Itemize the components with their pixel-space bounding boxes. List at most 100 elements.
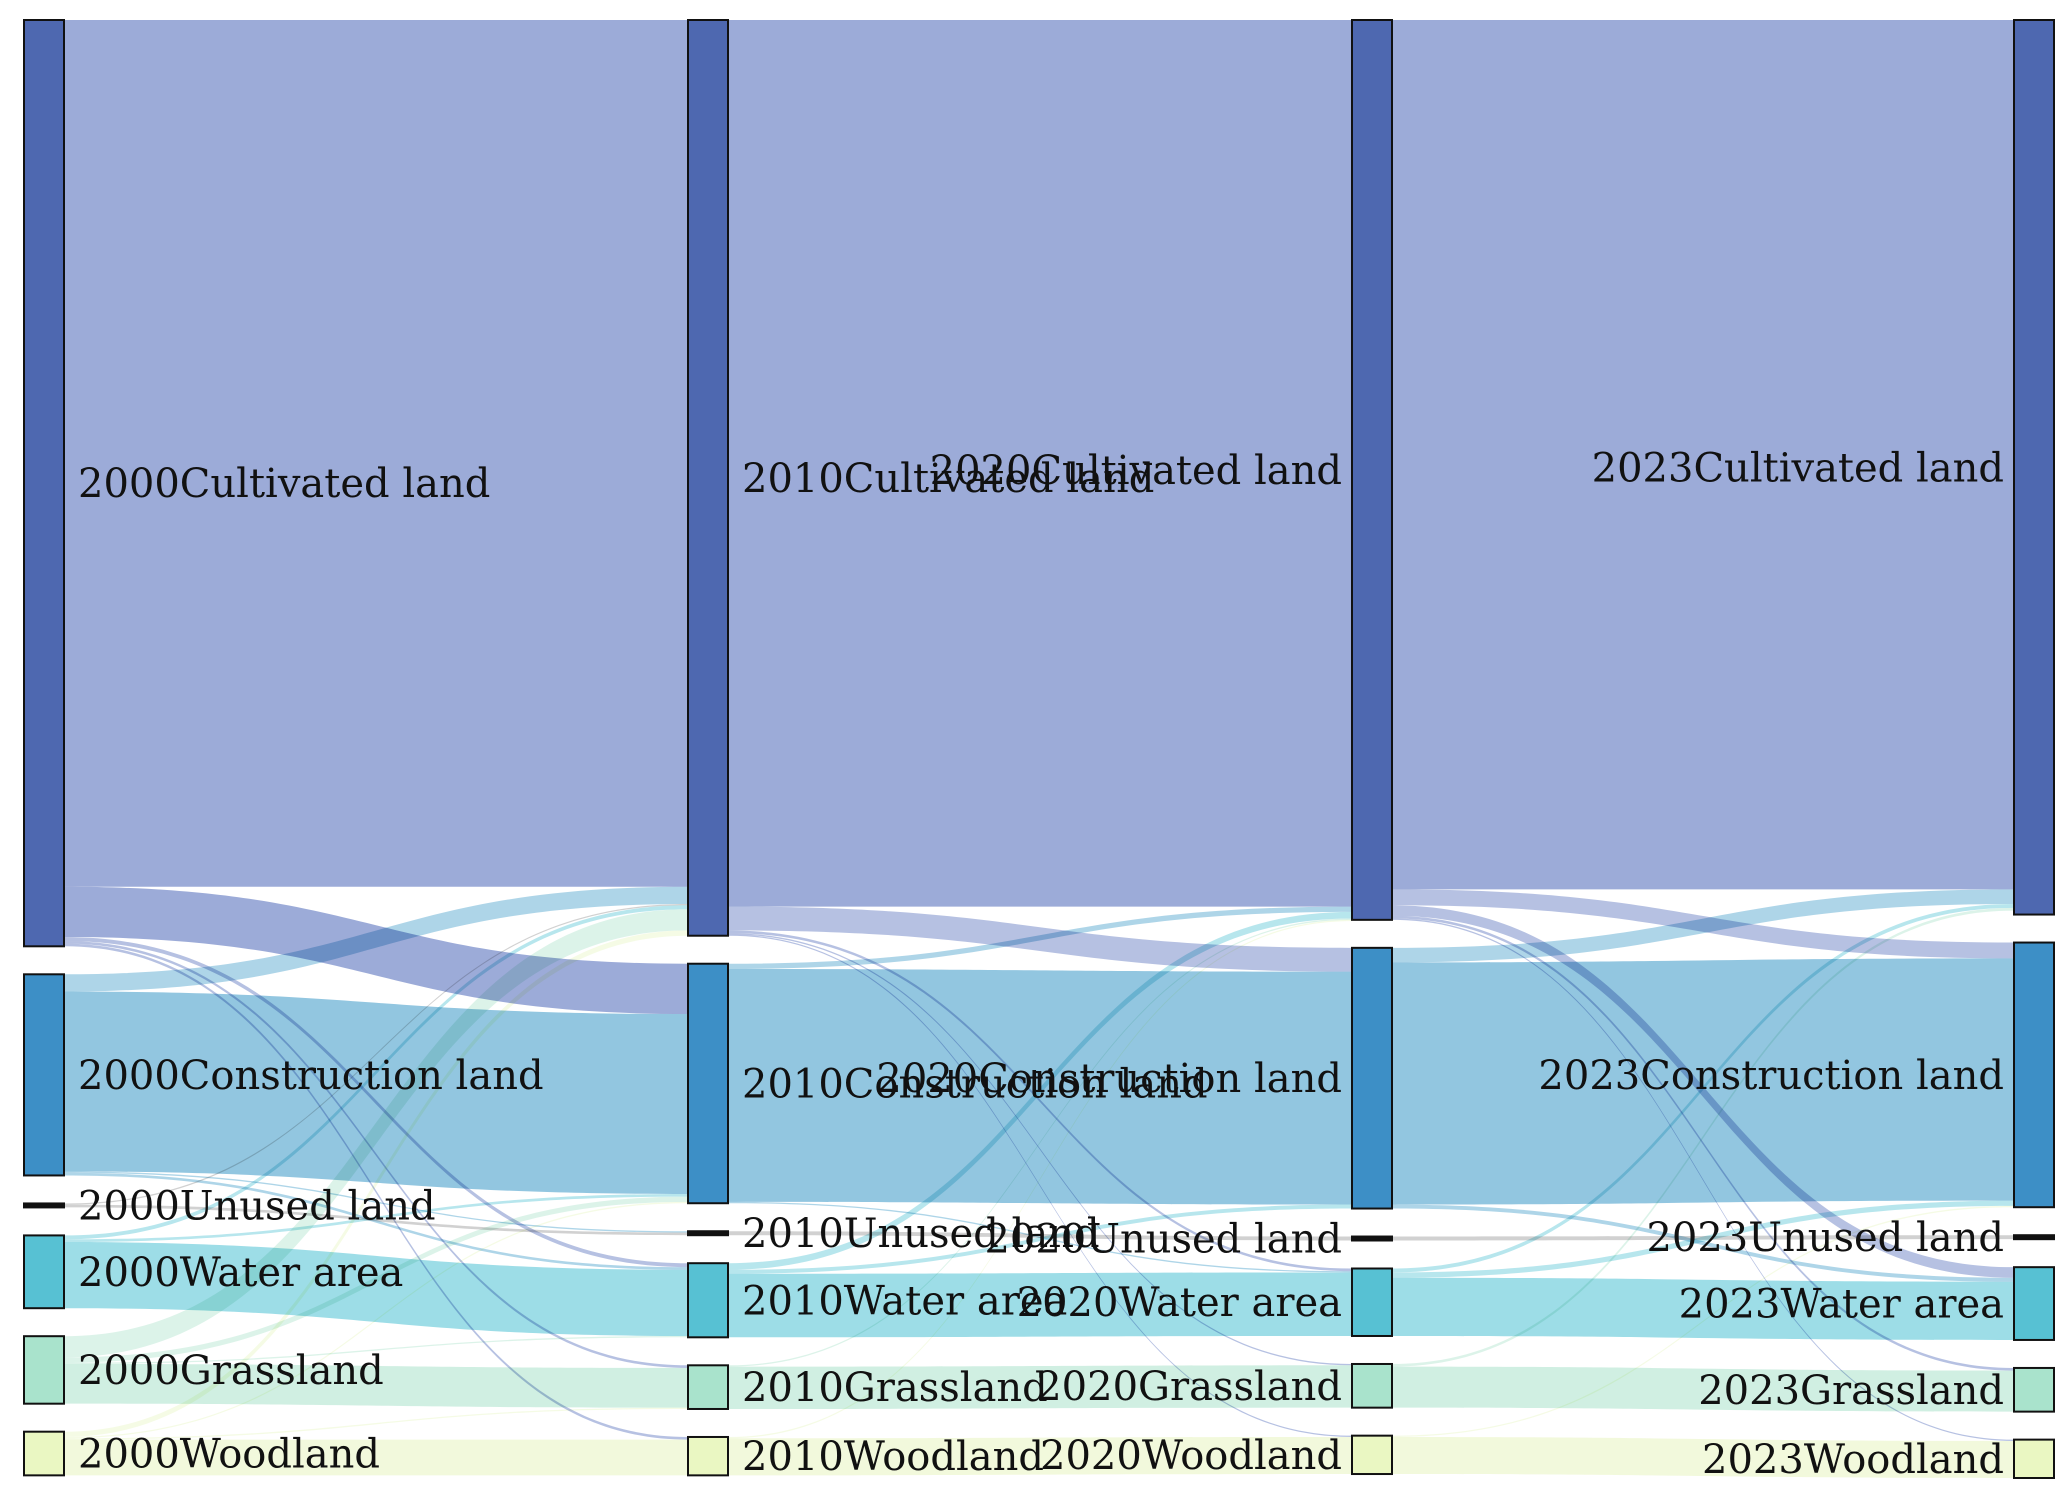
node-2000grassland — [23, 1335, 65, 1405]
link-2010water-area-to-2020cultivated-land — [728, 911, 1352, 1270]
link-2000unused-land-to-2010unused-land — [64, 1204, 688, 1236]
node-2023grassland — [2013, 1366, 2055, 1413]
link-2000water-area-to-2010construction-land — [64, 1193, 688, 1243]
link-2020construction-land-to-2023water-area — [1392, 1204, 2014, 1282]
labels-layer: 2000Cultivated land 2000Construction land… — [78, 445, 2004, 1483]
link-2020unused-land-to-2023unused-land — [1392, 1235, 2014, 1241]
label-2010construction-land: 2010Construction land — [742, 1061, 1208, 1107]
link-2020woodland-to-2023woodland — [1392, 1436, 2014, 1478]
link-2020cultivated-land-to-2023woodland — [1392, 918, 2014, 1441]
link-2010construction-land-to-2020cultivated-land — [728, 906, 1352, 970]
link-2000unused-land-to-2010cultivated-land — [64, 903, 688, 1205]
link-2000woodland-to-2010cultivated-land — [64, 930, 688, 1437]
link-2000water-area-to-2010water-area — [64, 1242, 688, 1336]
label-2020woodland: 2020Woodland — [1040, 1433, 1342, 1479]
link-2010cultivated-land-to-2020grassland — [728, 933, 1352, 1366]
label-2010water-area: 2010Water area — [742, 1278, 1067, 1324]
node-2010construction-land — [687, 962, 729, 1205]
label-2010grassland: 2010Grassland — [742, 1365, 1048, 1411]
link-2010water-area-to-2020water-area — [728, 1272, 1352, 1338]
link-2010water-area-to-2020construction-land — [728, 1204, 1352, 1274]
label-2023grassland: 2023Grassland — [1698, 1368, 2004, 1414]
link-2020water-area-to-2023water-area — [1392, 1277, 2014, 1340]
link-2010construction-land-to-2020water-area — [728, 1201, 1352, 1273]
link-2000construction-land-to-2010construction-land — [64, 991, 688, 1194]
link-2020construction-land-to-2023construction-land — [1392, 958, 2014, 1205]
label-2020unused-land: 2020Unused land — [984, 1217, 1342, 1263]
node-2023cultivated-land — [2013, 19, 2055, 916]
link-2000construction-land-to-2010water-area — [64, 1172, 688, 1270]
link-2010grassland-to-2020grassland — [728, 1365, 1352, 1409]
label-2020construction-land: 2020Construction land — [876, 1056, 1342, 1102]
node-2020cultivated-land — [1351, 19, 1393, 921]
node-2010cultivated-land — [687, 19, 729, 937]
node-2000woodland — [23, 1430, 65, 1477]
node-2000construction-land — [23, 973, 65, 1177]
node-2010woodland — [687, 1435, 729, 1477]
label-2023woodland: 2023Woodland — [1702, 1437, 2004, 1483]
link-2000cultivated-land-to-2010woodland — [64, 943, 688, 1440]
node-2023water-area — [2013, 1266, 2055, 1341]
node-2000cultivated-land — [23, 19, 65, 948]
label-2020grassland: 2020Grassland — [1036, 1364, 1342, 1410]
link-2000grassland-to-2010cultivated-land — [64, 909, 688, 1358]
link-2020cultivated-land-to-2023grassland — [1392, 915, 2014, 1371]
label-2023cultivated-land: 2023Cultivated land — [1592, 445, 2004, 491]
label-2000grassland: 2000Grassland — [78, 1348, 384, 1394]
label-2000water-area: 2000Water area — [78, 1250, 403, 1296]
node-2000unused-land — [23, 1202, 65, 1209]
label-2020water-area: 2020Water area — [1017, 1280, 1342, 1326]
label-2023construction-land: 2023Construction land — [1538, 1053, 2004, 1099]
link-2010woodland-to-2020cultivated-land — [728, 919, 1352, 1439]
link-2010unused-land-to-2020unused-land — [728, 1231, 1352, 1241]
link-2010woodland-to-2020woodland — [728, 1436, 1352, 1476]
node-2000water-area — [23, 1234, 65, 1310]
links-layer — [64, 20, 2014, 1478]
nodes-layer — [23, 19, 2055, 1480]
link-2010cultivated-land-to-2020cultivated-land — [728, 20, 1352, 907]
node-2020woodland — [1351, 1434, 1393, 1476]
link-2010construction-land-to-2020construction-land — [728, 969, 1352, 1205]
link-2000cultivated-land-to-2010water-area — [64, 937, 688, 1268]
link-2000construction-land-to-2010unused-land — [64, 1171, 688, 1233]
link-2000woodland-to-2010woodland — [64, 1439, 688, 1476]
link-2020cultivated-land-to-2023cultivated-land — [1392, 20, 2014, 890]
node-2020unused-land — [1351, 1235, 1393, 1242]
label-2010woodland: 2010Woodland — [742, 1434, 1044, 1480]
label-2000unused-land: 2000Unused land — [78, 1183, 436, 1229]
link-2000grassland-to-2010construction-land — [64, 1196, 688, 1363]
label-2023water-area: 2023Water area — [1679, 1282, 2004, 1328]
node-2010grassland — [687, 1364, 729, 1410]
label-2023unused-land: 2023Unused land — [1646, 1215, 2004, 1261]
link-2000woodland-to-2010grassland — [64, 1407, 688, 1440]
link-2020cultivated-land-to-2023water-area — [1392, 905, 2014, 1278]
node-2010water-area — [687, 1262, 729, 1339]
label-2010cultivated-land: 2010Cultivated land — [742, 456, 1154, 502]
link-2000grassland-to-2010grassland — [64, 1363, 688, 1408]
label-2000cultivated-land: 2000Cultivated land — [78, 461, 490, 507]
link-2020grassland-to-2023cultivated-land — [1392, 907, 2014, 1367]
label-2000construction-land: 2000Construction land — [78, 1053, 544, 1099]
label-2020cultivated-land: 2020Cultivated land — [930, 448, 1342, 494]
node-2023construction-land — [2013, 941, 2055, 1209]
label-2010unused-land: 2010Unused land — [742, 1211, 1100, 1257]
node-2020grassland — [1351, 1362, 1393, 1409]
link-2020woodland-to-2023construction-land — [1392, 1205, 2014, 1437]
link-2010cultivated-land-to-2020woodland — [728, 934, 1352, 1437]
link-2000water-area-to-2010cultivated-land — [64, 905, 688, 1240]
link-2010grassland-to-2020cultivated-land — [728, 918, 1352, 1367]
node-2023unused-land — [2013, 1234, 2055, 1241]
label-2000woodland: 2000Woodland — [78, 1432, 380, 1478]
node-2020water-area — [1351, 1267, 1393, 1337]
link-2000cultivated-land-to-2010construction-land — [64, 886, 688, 1015]
link-2000grassland-to-2010water-area — [64, 1335, 688, 1364]
link-2000construction-land-to-2010cultivated-land — [64, 886, 688, 992]
node-2020construction-land — [1351, 946, 1393, 1210]
link-2000cultivated-land-to-2010cultivated-land — [64, 20, 688, 887]
node-2023woodland — [2013, 1438, 2055, 1480]
node-2010unused-land — [687, 1230, 729, 1237]
link-2020water-area-to-2023cultivated-land — [1392, 903, 2014, 1273]
link-2000woodland-to-2010construction-land — [64, 1201, 688, 1439]
